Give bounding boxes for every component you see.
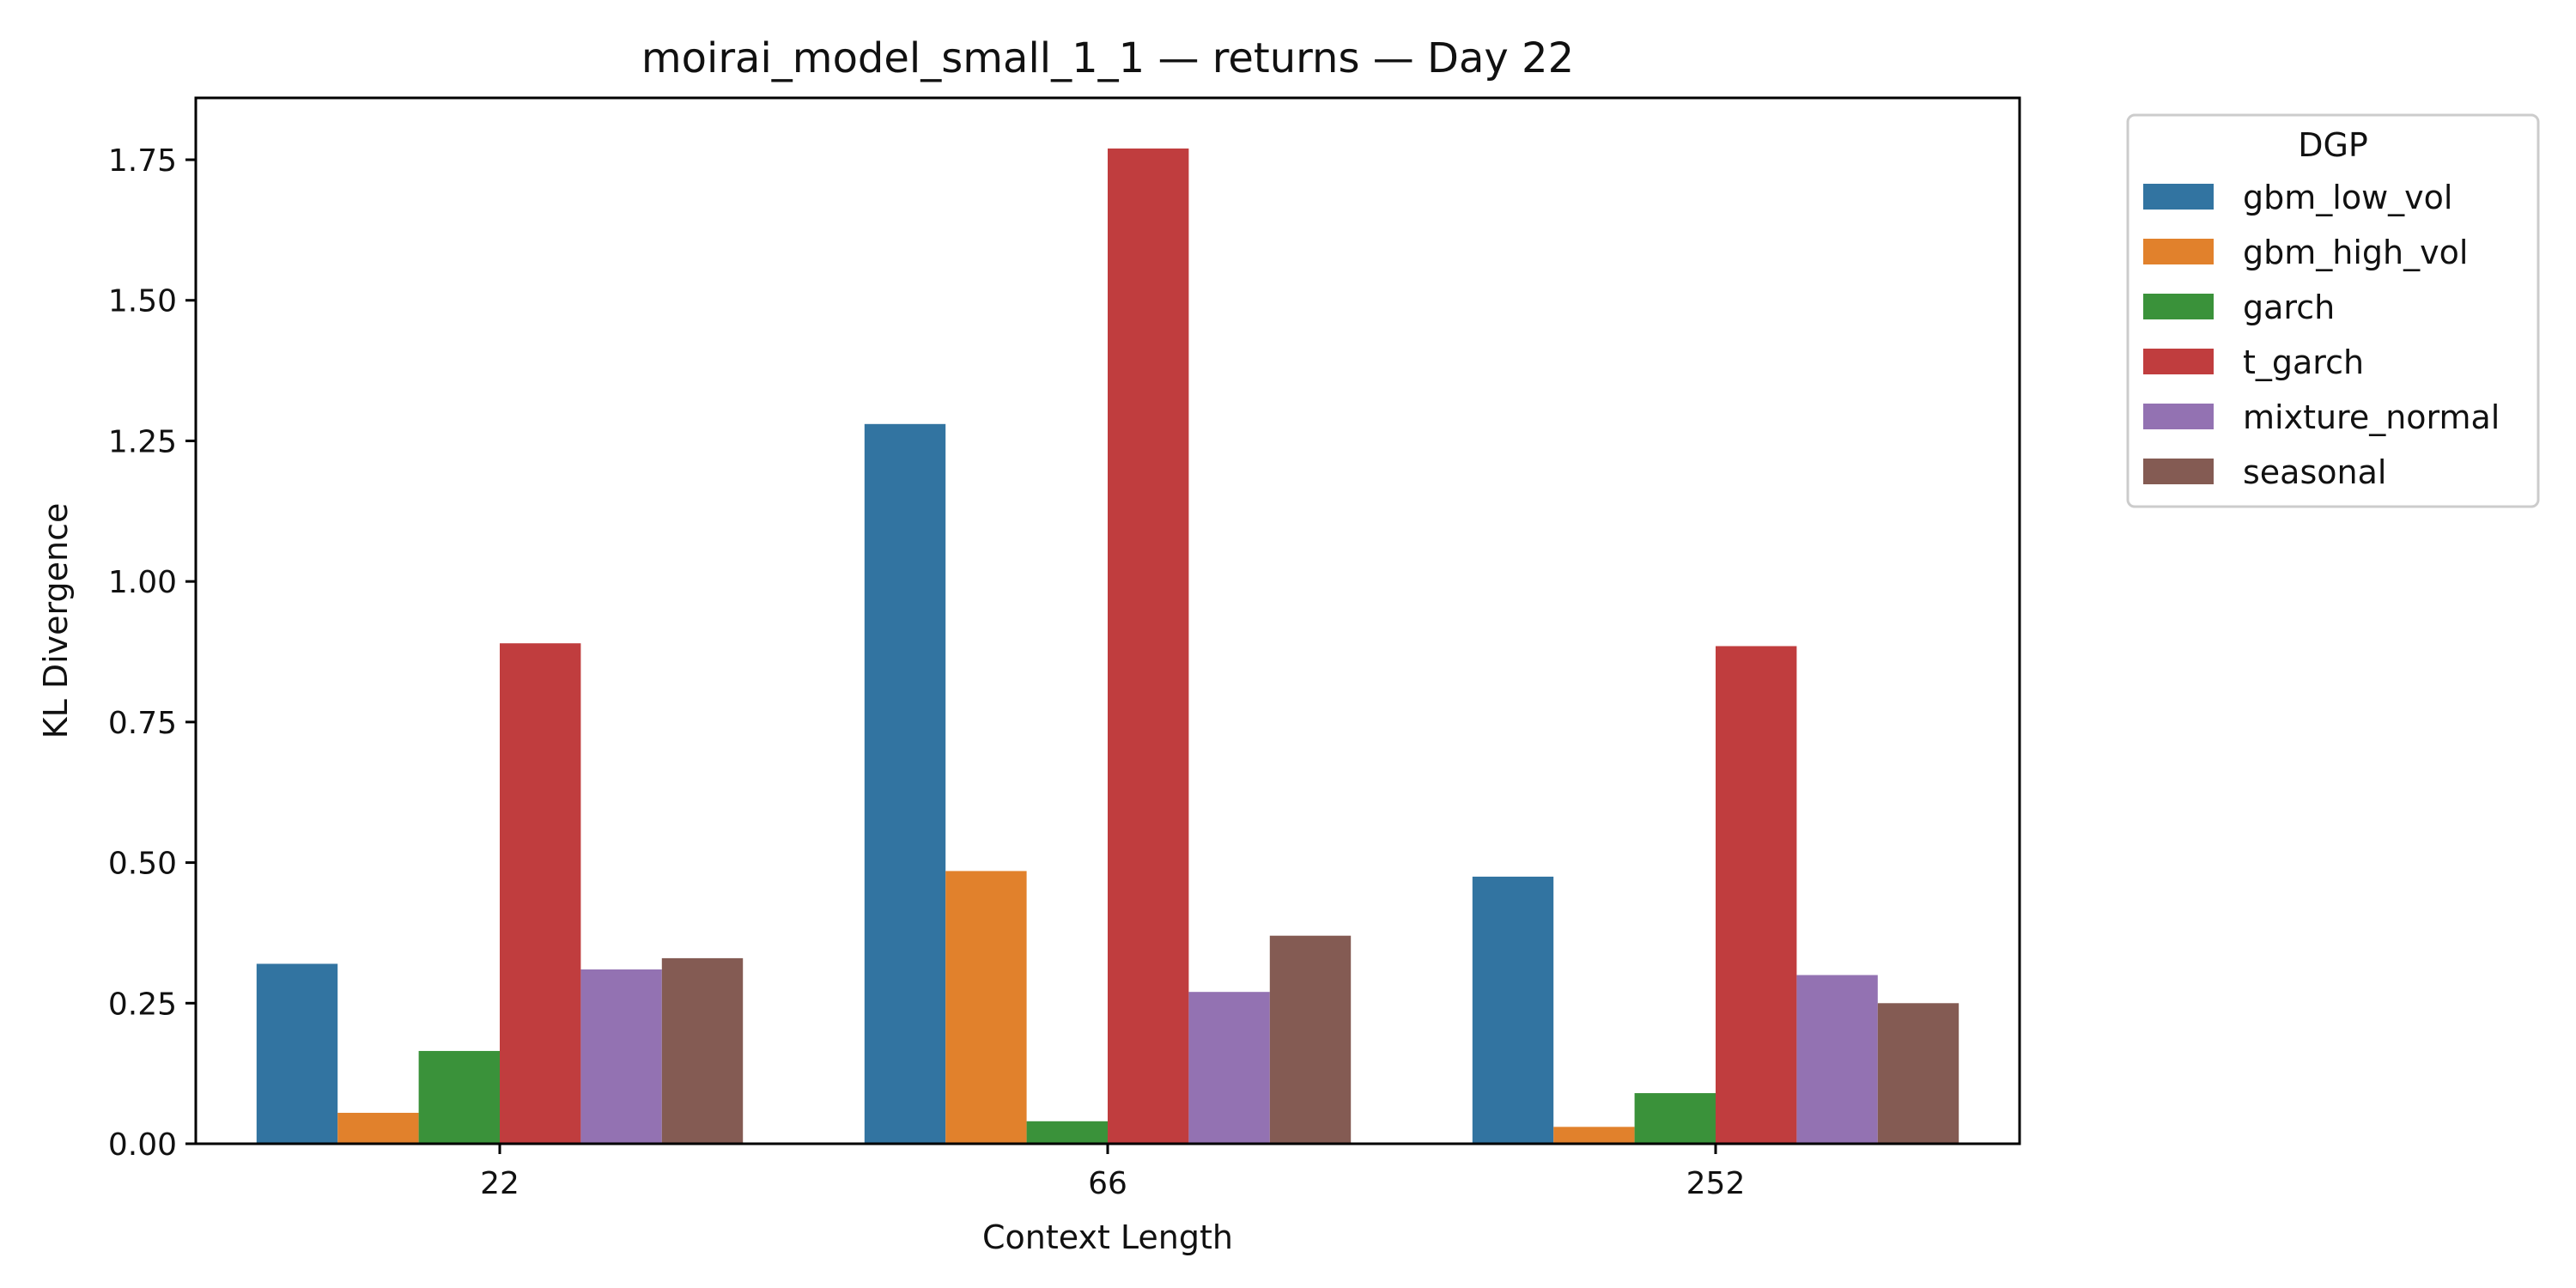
y-tick-label: 1.00	[108, 565, 177, 600]
y-tick-label: 0.00	[108, 1127, 177, 1163]
legend-label-t_garch: t_garch	[2243, 343, 2364, 381]
legend-swatch-gbm_high_vol	[2143, 239, 2214, 264]
legend-title: DGP	[2298, 126, 2368, 164]
bar-garch-22	[418, 1050, 500, 1144]
legend-label-gbm_low_vol: gbm_low_vol	[2243, 179, 2452, 216]
bar-gbm_low_vol-66	[864, 423, 946, 1144]
bar-mixture_normal-66	[1188, 992, 1270, 1144]
legend-swatch-garch	[2143, 294, 2214, 319]
bar-mixture_normal-22	[580, 969, 662, 1144]
bar-gbm_high_vol-252	[1553, 1127, 1635, 1144]
y-tick-label: 1.75	[108, 143, 177, 179]
legend-swatch-seasonal	[2143, 459, 2214, 484]
chart-title: moirai_model_small_1_1 — returns — Day 2…	[641, 34, 1574, 82]
bar-t_garch-66	[1108, 148, 1189, 1145]
legend-label-mixture_normal: mixture_normal	[2243, 398, 2500, 436]
x-axis-label: Context Length	[982, 1218, 1233, 1256]
bar-gbm_low_vol-22	[256, 963, 338, 1144]
y-axis-label: KL Divergence	[37, 503, 75, 739]
legend-swatch-gbm_low_vol	[2143, 184, 2214, 210]
legend-swatch-mixture_normal	[2143, 404, 2214, 429]
x-axis: 22 66 252	[480, 1144, 1745, 1201]
bar-gbm_high_vol-66	[945, 871, 1027, 1144]
bar-garch-66	[1026, 1121, 1108, 1144]
bar-t_garch-252	[1716, 646, 1797, 1144]
bar-seasonal-252	[1877, 1003, 1959, 1144]
x-tick-label: 252	[1686, 1166, 1746, 1201]
legend-frame	[2126, 113, 2540, 508]
y-tick-label: 0.75	[108, 706, 177, 741]
legend-label-garch: garch	[2243, 289, 2335, 326]
bar-seasonal-22	[661, 957, 744, 1144]
x-tick-label: 22	[480, 1166, 519, 1201]
bar-t_garch-22	[500, 643, 581, 1144]
y-tick-label: 0.50	[108, 847, 177, 882]
y-tick-label: 1.50	[108, 284, 177, 319]
y-tick-label: 1.25	[108, 424, 177, 459]
y-axis: 0.00 0.25 0.50 0.75 1.00 1.25 1.50 1.75	[108, 143, 196, 1163]
bar-mixture_normal-252	[1796, 975, 1878, 1144]
bar-gbm_low_vol-252	[1472, 876, 1554, 1144]
legend-label-gbm_high_vol: gbm_high_vol	[2243, 234, 2468, 271]
legend-swatch-t_garch	[2143, 349, 2214, 374]
y-tick-label: 0.25	[108, 987, 177, 1022]
x-tick-label: 66	[1088, 1166, 1127, 1201]
legend-label-seasonal: seasonal	[2243, 453, 2386, 491]
bars-group	[256, 148, 1959, 1145]
bar-seasonal-66	[1269, 935, 1352, 1144]
bar-gbm_high_vol-22	[337, 1112, 419, 1144]
bar-garch-252	[1634, 1093, 1716, 1144]
